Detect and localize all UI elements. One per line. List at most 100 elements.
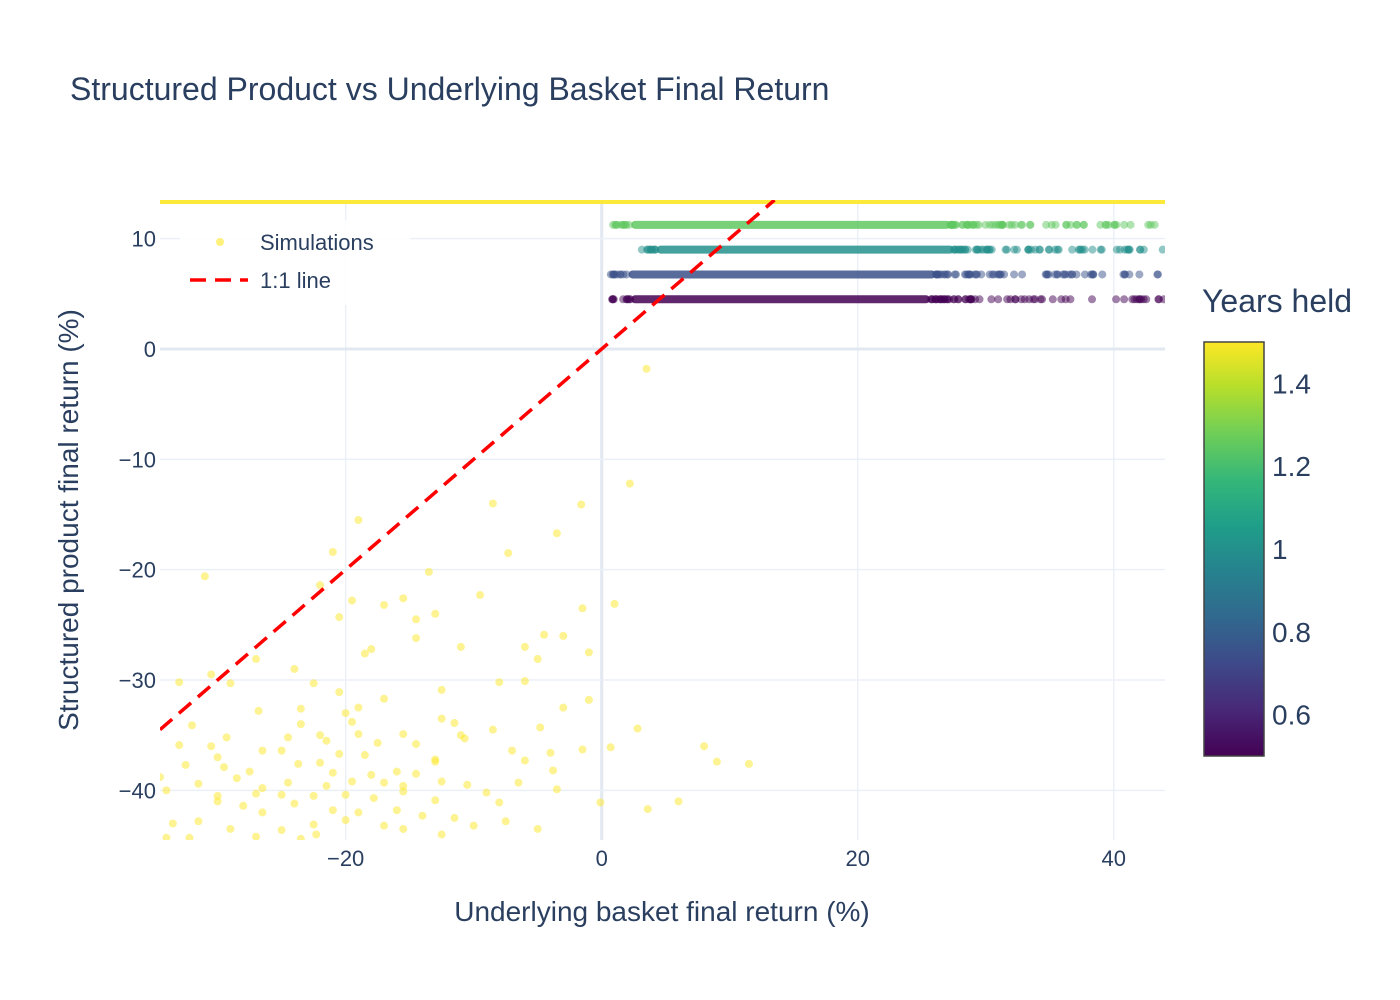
scatter-point	[1018, 270, 1027, 279]
colorbar: Years held 0.6 0.8 1 1.2 1.4	[1202, 283, 1352, 757]
scatter-point	[647, 245, 656, 254]
scatter-point	[1012, 245, 1021, 254]
scatter-point	[1011, 295, 1020, 304]
scatter-point	[508, 746, 517, 755]
scatter-point	[1098, 270, 1107, 279]
scatter-point	[412, 740, 421, 748]
y-tick-label: −30	[119, 668, 156, 693]
scatter-point	[168, 819, 177, 828]
scatter-point	[552, 785, 561, 794]
scatter-point	[488, 499, 497, 508]
scatter-point	[643, 805, 652, 814]
scatter-point	[185, 833, 194, 840]
scatter-point	[380, 778, 389, 787]
scatter-point	[399, 787, 408, 796]
scatter-point	[1036, 295, 1045, 304]
colorbar-tick-label: 0.8	[1272, 617, 1311, 648]
scatter-point	[1159, 295, 1165, 304]
band-dense-region	[631, 220, 951, 229]
scatter-point	[424, 567, 433, 576]
scatter-point	[252, 655, 261, 664]
colorbar-tick-label: 0.6	[1272, 700, 1311, 731]
scatter-point	[360, 751, 369, 760]
scatter-point	[1029, 295, 1038, 304]
scatter-point	[437, 830, 446, 839]
scatter-point	[1120, 295, 1129, 304]
legend-label-simulations: Simulations	[260, 230, 374, 255]
scatter-point	[1112, 220, 1121, 229]
scatter-point	[495, 678, 504, 687]
scatter-point	[284, 778, 293, 787]
scatter-point	[1101, 220, 1110, 229]
y-tick-label: −40	[119, 778, 156, 803]
scatter-point	[559, 631, 568, 640]
one-to-one-line-group	[160, 200, 776, 731]
scatter-point	[450, 719, 459, 728]
scatter-point	[536, 723, 545, 732]
scatter-point	[354, 703, 363, 712]
scatter-point	[744, 759, 753, 768]
scatter-point	[621, 220, 630, 229]
scatter-point	[463, 780, 472, 789]
scatter-point	[1120, 220, 1129, 229]
scatter-point	[1112, 295, 1121, 304]
scatter-point	[1126, 220, 1135, 229]
scatter-point	[932, 270, 941, 279]
colorbar-tick-label: 1.2	[1272, 451, 1311, 482]
scatter-point	[1135, 270, 1144, 279]
scatter-points	[160, 200, 1165, 840]
scatter-point	[610, 599, 619, 608]
scatter-point	[994, 295, 1003, 304]
scatter-point	[1115, 245, 1124, 254]
scatter-point	[1080, 245, 1089, 254]
scatter-point	[341, 790, 350, 799]
scatter-point	[392, 806, 401, 815]
scatter-point	[296, 704, 305, 713]
scatter-point	[181, 760, 190, 769]
scatter-point	[312, 830, 321, 839]
scatter-point	[277, 790, 286, 799]
scatter-point	[399, 781, 408, 790]
scatter-point	[578, 745, 587, 754]
scatter-point	[1088, 245, 1097, 254]
scatter-point	[951, 270, 960, 279]
scatter-point	[367, 645, 376, 654]
scatter-point	[1146, 220, 1155, 229]
scatter-point	[577, 500, 586, 509]
scatter-point	[1066, 220, 1075, 229]
legend[interactable]: Simulations 1:1 line	[180, 220, 410, 305]
coupon-band-years-1.5	[160, 200, 1165, 204]
scatter-point	[1088, 295, 1097, 304]
scatter-point	[482, 788, 491, 797]
one-to-one-line	[160, 200, 776, 731]
scatter-point	[354, 730, 363, 739]
scatter-point	[222, 733, 231, 742]
x-tick-label: 40	[1102, 846, 1126, 871]
scatter-point	[348, 717, 357, 726]
scatter-point	[309, 820, 318, 829]
scatter-point	[322, 736, 331, 745]
scatter-point	[294, 759, 303, 768]
scatter-point	[252, 832, 261, 840]
scatter-point	[290, 799, 299, 808]
scatter-point	[316, 581, 325, 590]
scatter-point	[380, 600, 389, 609]
scatter-point	[1066, 295, 1075, 304]
scatter-point	[258, 784, 267, 793]
scatter-point	[611, 220, 620, 229]
scatter-point	[1007, 220, 1016, 229]
scatter-point	[188, 721, 197, 730]
scatter-point	[1051, 245, 1060, 254]
scatter-point	[392, 767, 401, 776]
scatter-point	[399, 594, 408, 603]
scatter-point	[622, 295, 631, 304]
scatter-point	[633, 724, 642, 733]
scatter-point	[584, 648, 593, 657]
scatter-point	[335, 613, 344, 622]
colorbar-title: Years held	[1202, 283, 1352, 319]
loss-region-points	[160, 364, 753, 840]
scatter-point	[213, 753, 222, 762]
scatter-point	[1042, 220, 1051, 229]
scatter-point	[1068, 270, 1077, 279]
scatter-point	[418, 811, 427, 820]
